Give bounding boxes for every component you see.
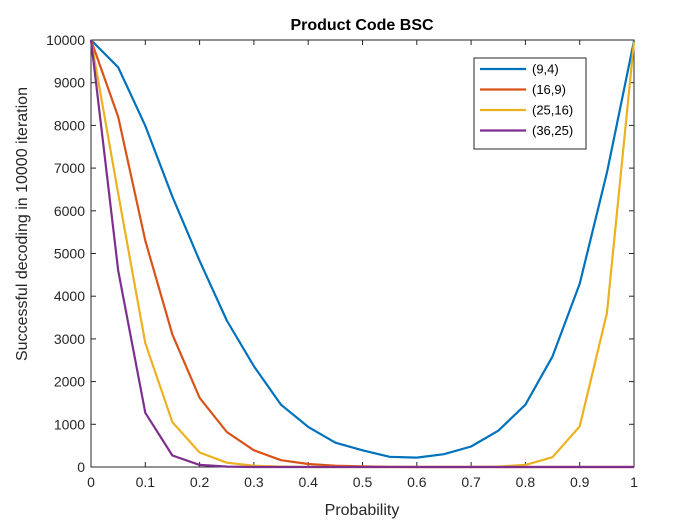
y-axis: 0 1000 2000 3000 4000 5000 6000 7000 8000 9000 100… [46, 32, 634, 475]
legend: (9,4) (16,9) (25,16) (36,25) [473, 57, 587, 150]
series-line-3 [89, 39, 634, 469]
x-tick-label: 0.5 [353, 474, 373, 490]
y-tick-label: 9000 [54, 75, 85, 91]
y-tick-label: 5000 [54, 246, 85, 262]
y-tick-label: 3000 [54, 331, 85, 347]
series-lines [89, 39, 636, 469]
x-tick-label: 0.3 [244, 474, 264, 490]
y-tick-label: 0 [77, 459, 85, 475]
x-tick-label: 0.2 [190, 474, 210, 490]
legend-box [473, 57, 587, 150]
x-tick-label: 0.9 [570, 474, 590, 490]
x-axis-label: Probability [325, 502, 400, 519]
y-tick-label: 2000 [54, 374, 85, 390]
legend-label-3: (36,25) [532, 123, 573, 138]
x-tick-label: 1 [630, 474, 638, 490]
y-tick-label: 8000 [54, 117, 85, 133]
y-axis-label: Successful decoding in 10000 iteration [14, 87, 31, 361]
x-tick-label: 0.8 [516, 474, 536, 490]
x-tick-label: 0.6 [407, 474, 427, 490]
legend-label-1: (16,9) [532, 82, 566, 97]
x-tick-label: 0.1 [136, 474, 156, 490]
legend-label-2: (25,16) [532, 103, 573, 118]
y-tick-label: 6000 [54, 203, 85, 219]
y-tick-label: 10000 [46, 32, 85, 48]
x-tick-label: 0.7 [461, 474, 481, 490]
legend-label-0: (9,4) [532, 62, 559, 77]
x-axis: 0 0.1 0.2 0.3 0.4 0.5 0.6 0.7 0.8 0.9 1 [87, 40, 638, 490]
y-tick-label: 1000 [54, 416, 85, 432]
x-tick-label: 0.4 [298, 474, 318, 490]
chart-title: Product Code BSC [290, 17, 434, 34]
x-tick-label: 0 [87, 474, 95, 490]
y-tick-label: 7000 [54, 160, 85, 176]
series-line-0 [90, 39, 636, 459]
y-tick-label: 4000 [54, 288, 85, 304]
